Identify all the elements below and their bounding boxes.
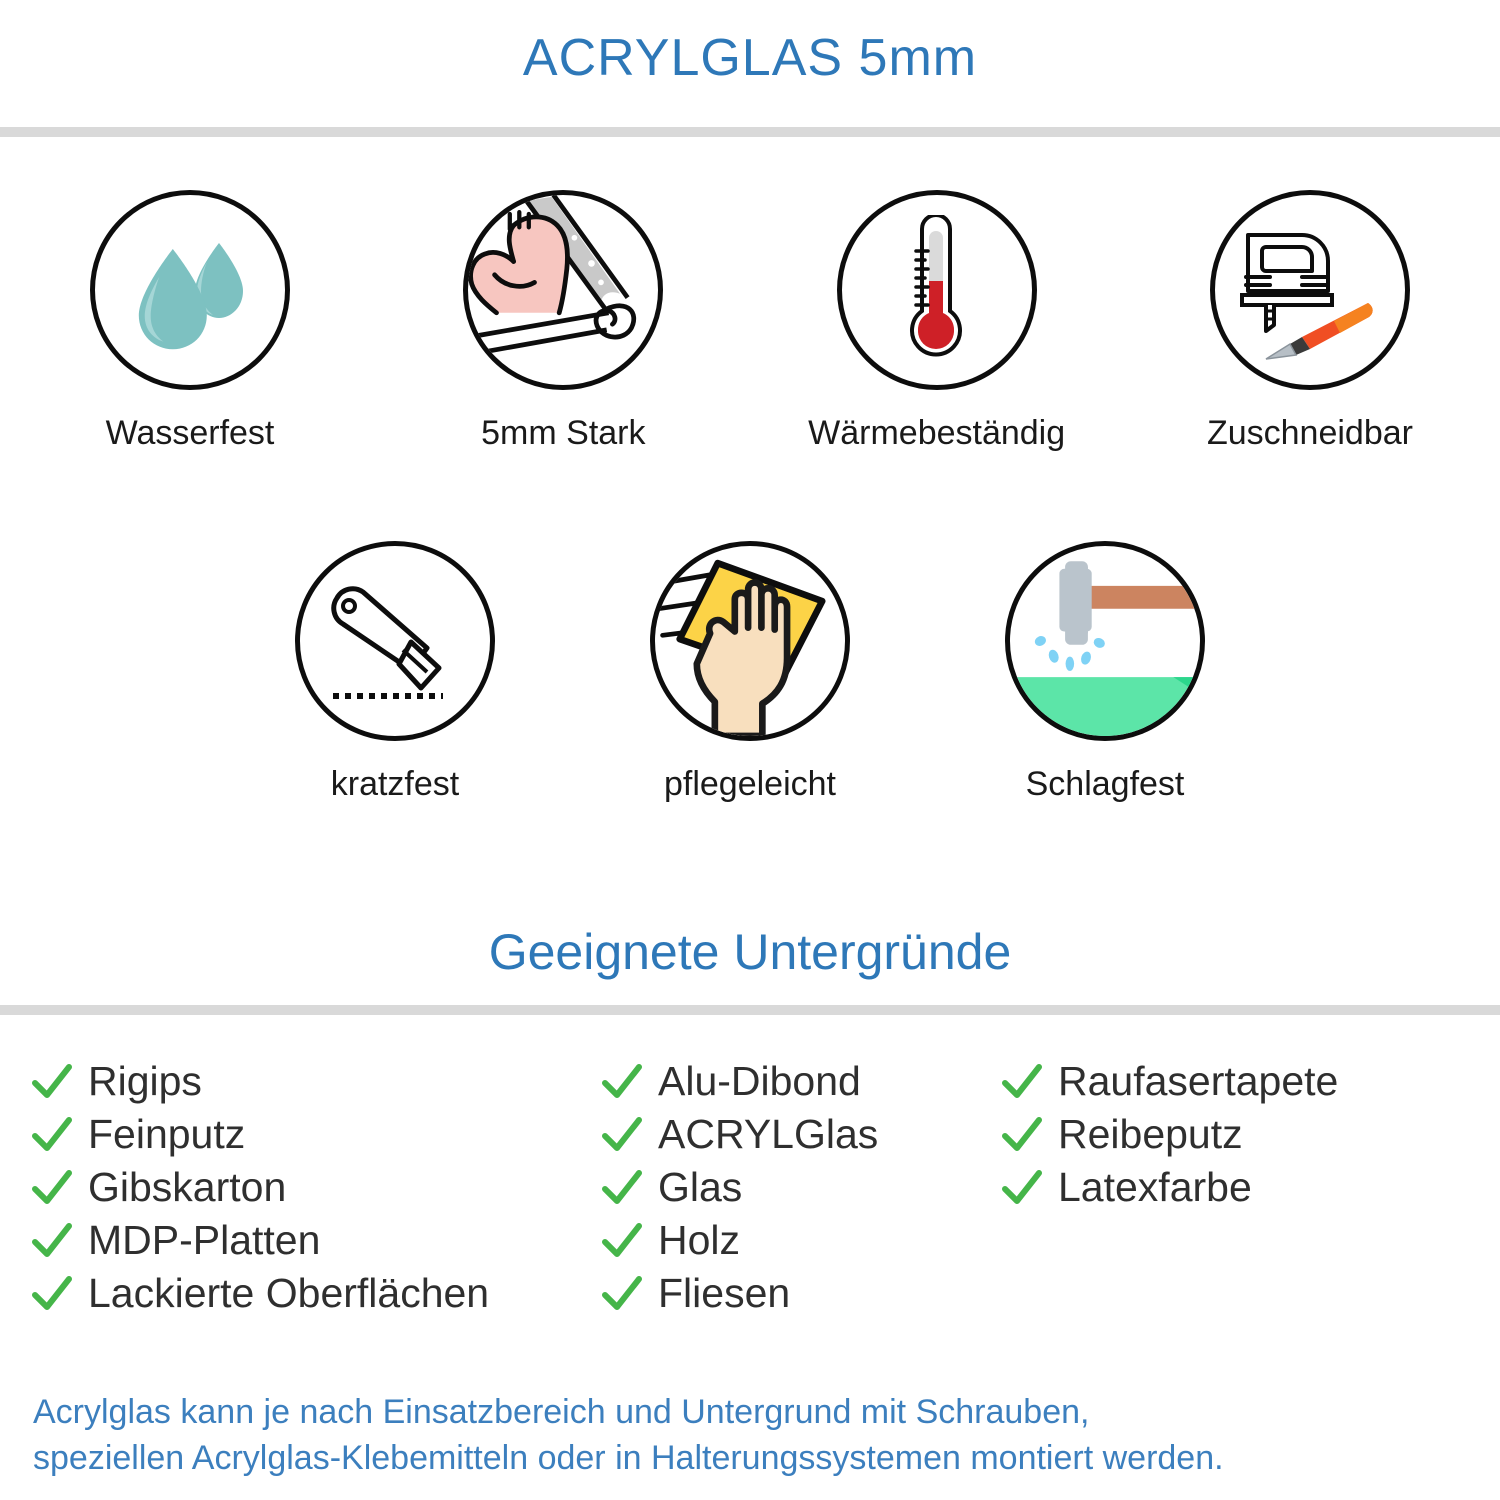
list-item: Fliesen bbox=[600, 1267, 990, 1320]
divider-top bbox=[0, 127, 1500, 137]
list-item: ACRYLGlas bbox=[600, 1108, 990, 1161]
check-icon bbox=[600, 1060, 644, 1104]
check-icon bbox=[600, 1272, 644, 1316]
list-item: Feinputz bbox=[30, 1108, 600, 1161]
substrates-heading: Geeignete Untergründe bbox=[488, 924, 1012, 980]
feature-label: pflegeleicht bbox=[663, 765, 836, 803]
list-item: Glas bbox=[600, 1161, 990, 1214]
features-section: Wasserfest bbox=[0, 190, 1500, 804]
check-icon bbox=[30, 1219, 74, 1263]
footer-note: Acrylglas kann je nach Einsatzbereich un… bbox=[33, 1390, 1473, 1481]
features-row-2: kratzfest bbox=[0, 541, 1500, 804]
check-icon bbox=[30, 1113, 74, 1157]
footer-line-2: speziellen Acrylglas-Klebemitteln oder i… bbox=[33, 1438, 1224, 1477]
hammer-impact-svg bbox=[1010, 561, 1200, 736]
checklist-column-1: Rigips Feinputz Gibskarton MDP-Platten bbox=[0, 1055, 600, 1320]
list-item-label: Lackierte Oberflächen bbox=[88, 1270, 490, 1316]
divider-middle bbox=[0, 1005, 1500, 1015]
feature-label: Wärmebeständig bbox=[808, 414, 1066, 452]
substrates-checklist: Rigips Feinputz Gibskarton MDP-Platten bbox=[0, 1055, 1500, 1320]
feature-pflegeleicht: pflegeleicht bbox=[600, 541, 900, 804]
check-icon bbox=[1000, 1166, 1044, 1210]
cutter-knife-svg bbox=[331, 586, 443, 699]
list-item-label: Fliesen bbox=[658, 1270, 791, 1316]
feature-zuschneidbar: Zuschneidbar bbox=[1160, 190, 1460, 453]
feature-label: Schlagfest bbox=[1025, 765, 1185, 803]
list-item-label: ACRYLGlas bbox=[658, 1111, 879, 1157]
feature-wasserfest: Wasserfest bbox=[40, 190, 340, 453]
feature-label: kratzfest bbox=[330, 765, 460, 803]
jigsaw-knife-svg bbox=[1239, 233, 1373, 360]
check-icon bbox=[1000, 1113, 1044, 1157]
check-icon bbox=[30, 1166, 74, 1210]
thermometer-svg bbox=[909, 215, 962, 357]
water-drops-icon bbox=[90, 190, 290, 390]
page-title: ACRYLGLAS 5mm bbox=[522, 29, 978, 87]
list-item: Raufasertapete bbox=[1000, 1055, 1470, 1108]
check-icon bbox=[30, 1060, 74, 1104]
feature-schlagfest: Schlagfest bbox=[955, 541, 1255, 804]
check-icon bbox=[600, 1219, 644, 1263]
list-item: Lackierte Oberflächen bbox=[30, 1267, 600, 1320]
checklist-column-2: Alu-Dibond ACRYLGlas Glas Holz bbox=[600, 1055, 990, 1320]
check-icon bbox=[600, 1113, 644, 1157]
list-item-label: Rigips bbox=[88, 1058, 202, 1104]
list-item: Gibskarton bbox=[30, 1161, 600, 1214]
check-icon bbox=[30, 1272, 74, 1316]
cutter-knife-icon bbox=[295, 541, 495, 741]
check-icon bbox=[600, 1166, 644, 1210]
feature-kratzfest: kratzfest bbox=[245, 541, 545, 804]
list-item-label: Glas bbox=[658, 1164, 743, 1210]
flexed-bicep-svg bbox=[468, 195, 637, 356]
list-item: Reibeputz bbox=[1000, 1108, 1470, 1161]
feature-5mm-stark: 5mm Stark bbox=[413, 190, 713, 453]
water-drops-svg bbox=[138, 243, 243, 350]
thermometer-icon bbox=[836, 190, 1037, 390]
flexed-bicep-icon bbox=[463, 190, 664, 390]
hand-cloth-svg bbox=[656, 559, 826, 736]
feature-waermebestaendig: Wärmebeständig bbox=[787, 190, 1087, 453]
list-item-label: Reibeputz bbox=[1058, 1111, 1243, 1157]
feature-label: Zuschneidbar bbox=[1206, 414, 1413, 452]
list-item-label: Feinputz bbox=[88, 1111, 246, 1157]
footer-line-1: Acrylglas kann je nach Einsatzbereich un… bbox=[33, 1393, 1090, 1431]
list-item-label: Holz bbox=[658, 1217, 741, 1263]
list-item-label: Gibskarton bbox=[88, 1164, 287, 1210]
list-item: MDP-Platten bbox=[30, 1214, 600, 1267]
list-item: Latexfarbe bbox=[1000, 1161, 1470, 1214]
jigsaw-knife-icon bbox=[1209, 190, 1410, 390]
check-icon bbox=[1000, 1060, 1044, 1104]
list-item-label: Raufasertapete bbox=[1058, 1058, 1339, 1104]
list-item-label: Latexfarbe bbox=[1058, 1164, 1252, 1210]
checklist-column-3: Raufasertapete Reibeputz Latexfarbe bbox=[990, 1055, 1470, 1214]
list-item-label: MDP-Platten bbox=[88, 1217, 321, 1263]
list-item: Alu-Dibond bbox=[600, 1055, 990, 1108]
feature-label: Wasserfest bbox=[105, 414, 275, 452]
hammer-impact-icon bbox=[1005, 541, 1205, 741]
list-item: Rigips bbox=[30, 1055, 600, 1108]
feature-label: 5mm Stark bbox=[481, 414, 646, 452]
features-row-1: Wasserfest bbox=[0, 190, 1500, 453]
hand-cloth-icon bbox=[650, 541, 850, 741]
list-item: Holz bbox=[600, 1214, 990, 1267]
list-item-label: Alu-Dibond bbox=[658, 1058, 861, 1104]
